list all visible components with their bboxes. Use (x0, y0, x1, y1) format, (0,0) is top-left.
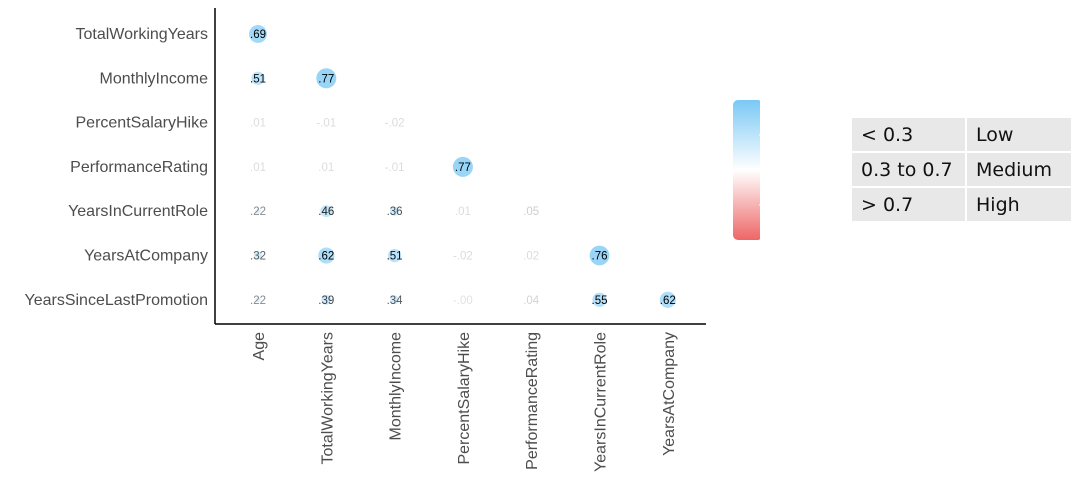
key-level: Medium (967, 153, 1071, 186)
corr-circle-r5-c0 (253, 251, 263, 260)
corr-label-r3-c1: .01 (318, 162, 334, 174)
corr-label-r6-c0: .22 (250, 295, 266, 307)
corr-circle-r2-c0 (257, 121, 259, 124)
corr-label-r0-c0: .69 (250, 29, 266, 41)
corr-label-r4-c3: .01 (455, 206, 471, 218)
corr-label-r4-c2: .36 (387, 206, 403, 218)
corr-label-r1-c1: .77 (318, 73, 334, 85)
x-label-percent-salary-hike: PercentSalaryHike (456, 332, 473, 465)
corr-label-r1-c0: .51 (250, 73, 266, 85)
x-label-age: Age (251, 332, 268, 361)
corr-circle-r3-c3 (452, 156, 473, 177)
corr-circle-r4-c3 (461, 210, 464, 213)
corr-circle-r1-c1 (316, 68, 337, 89)
corr-label-r4-c1: .46 (318, 206, 334, 218)
corr-circle-r6-c5 (592, 292, 607, 307)
corr-circle-r4-c2 (389, 206, 400, 216)
corr-circle-r6-c2 (390, 295, 400, 305)
corr-circle-r6-c6 (659, 291, 676, 308)
corr-label-r2-c2: -.02 (385, 118, 405, 130)
corr-circle-r2-c2 (393, 121, 396, 124)
corr-label-r3-c2: -.01 (385, 162, 405, 174)
corr-circle-r6-c1 (321, 294, 332, 305)
corr-label-r3-c3: .77 (455, 162, 471, 174)
key-level: High (967, 188, 1071, 221)
key-row: > 0.7 High (852, 188, 1071, 221)
key-row: 0.3 to 0.7 Medium (852, 153, 1071, 186)
legend-colorbar (733, 100, 760, 240)
corr-label-r5-c4: .02 (523, 251, 539, 263)
corr-label-r6-c1: .39 (318, 295, 334, 307)
key-level: Low (967, 118, 1071, 151)
x-label-years-at-company: YearsAtCompany (661, 332, 678, 456)
corr-circle-r1-c0 (251, 71, 265, 85)
corr-label-r5-c0: .32 (250, 251, 266, 263)
key-row: < 0.3 Low (852, 118, 1071, 151)
key-range: < 0.3 (852, 118, 965, 151)
y-label-percent-salary-hike: PercentSalaryHike (76, 115, 209, 132)
x-label-years-in-current-role: YearsInCurrentRole (593, 332, 610, 472)
cells-layer: .69 .51 .77 .01 -.01 -.02 .01 .01 -.01 .77 .22 .46.… (249, 25, 676, 308)
x-axis-labels: Age TotalWorkingYears MonthlyIncome Percent… (251, 332, 678, 472)
y-label-monthly-income: MonthlyIncome (100, 70, 209, 87)
corr-circle-r5-c4 (530, 254, 533, 257)
x-label-performance-rating: PerformanceRating (524, 332, 541, 470)
corr-circle-r6-c3 (461, 298, 464, 301)
corr-circle-r5-c3 (461, 254, 464, 257)
corr-circle-r4-c1 (320, 205, 333, 218)
key-range: > 0.7 (852, 188, 965, 221)
corr-label-r5-c1: .62 (318, 251, 334, 263)
corr-circle-r4-c4 (530, 210, 533, 213)
corr-label-r5-c2: .51 (387, 251, 403, 263)
corr-label-r2-c0: .01 (250, 118, 266, 130)
corr-circle-r5-c1 (318, 247, 335, 264)
correlation-chart: .69 .51 .77 .01 -.01 -.02 .01 .01 -.01 .77 .22 .46.… (24, 8, 760, 472)
corr-circle-r2-c1 (325, 121, 328, 124)
corr-label-r6-c3: -.00 (453, 295, 473, 307)
corr-label-r3-c0: .01 (250, 162, 266, 174)
corr-label-r2-c1: -.01 (316, 118, 336, 130)
y-label-years-at-company: YearsAtCompany (84, 248, 208, 265)
corr-label-r4-c4: .05 (523, 206, 539, 218)
corr-circle-r3-c0 (257, 165, 259, 168)
corr-label-r4-c0: .22 (250, 206, 266, 218)
corr-label-r5-c3: -.02 (453, 251, 473, 263)
corr-circle-r6-c4 (530, 298, 533, 301)
corr-circle-r3-c2 (393, 165, 396, 168)
key-range: 0.3 to 0.7 (852, 153, 965, 186)
corr-label-r6-c5: .55 (592, 295, 608, 307)
corr-label-r5-c5: .76 (592, 251, 608, 263)
strength-key-table: < 0.3 Low 0.3 to 0.7 Medium > 0.7 High (850, 116, 1073, 223)
corr-label-r6-c6: .62 (660, 295, 676, 307)
corr-circle-r5-c2 (387, 248, 402, 263)
corr-circle-r4-c0 (255, 208, 261, 215)
y-label-years-since-last-promotion: YearsSinceLastPromotion (24, 292, 208, 309)
y-label-years-in-current-role: YearsInCurrentRole (68, 203, 208, 220)
color-legend: 1.00.50.0-0.5-1.0 (733, 99, 760, 241)
y-label-total-working-years: TotalWorkingYears (75, 26, 208, 43)
x-label-monthly-income: MonthlyIncome (388, 332, 405, 441)
corr-circle-r3-c1 (325, 165, 328, 168)
corr-circle-r6-c0 (255, 296, 261, 303)
corr-circle-r0-c0 (249, 25, 267, 43)
y-label-performance-rating: PerformanceRating (70, 159, 208, 176)
corr-label-r6-c4: .04 (523, 295, 540, 307)
x-label-total-working-years: TotalWorkingYears (319, 332, 336, 465)
corr-circle-r5-c5 (589, 245, 610, 266)
corr-label-r6-c2: .34 (387, 295, 404, 307)
y-axis-labels: TotalWorkingYears MonthlyIncome PercentSal… (24, 26, 208, 309)
